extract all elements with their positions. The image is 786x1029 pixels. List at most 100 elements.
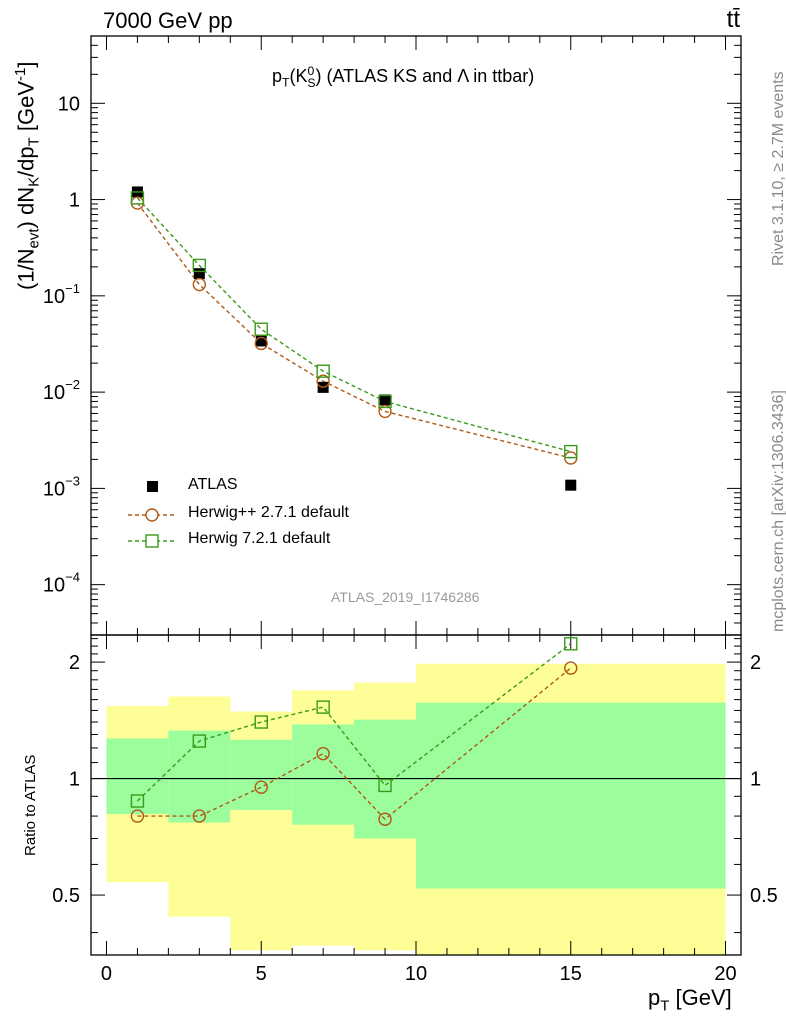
legend-label-herwig7: Herwig 7.2.1 default: [188, 530, 331, 547]
x-axis-label: pT [GeV]: [648, 985, 732, 1014]
ratio-point-open-circle: [564, 661, 578, 675]
legend-label-herwigpp: Herwig++ 2.7.1 default: [188, 504, 349, 521]
ylabel-d: [GeV: [13, 80, 39, 138]
mcplots-label: mcplots.cern.ch [arXiv:1306.3436]: [770, 390, 786, 632]
band-inner-1: [168, 730, 231, 823]
data-markers: [130, 186, 578, 826]
ratio-point-open-square: [316, 700, 330, 714]
ratio-point-open-circle: [254, 780, 268, 794]
analysis-watermark: ATLAS_2019_I1746286: [331, 589, 480, 605]
y-tick-label-main: 10−3: [43, 473, 80, 500]
y-tick-label-ratio-right: 0.5: [750, 885, 778, 907]
x-tick-label: 20: [714, 963, 736, 985]
ylabel-sub-t: T: [25, 137, 43, 147]
main-line-open-square: [136, 197, 571, 453]
band-inner-3: [292, 724, 355, 825]
y-tick-label-ratio-left: 1: [69, 769, 80, 791]
ratio-point-open-circle: [378, 812, 392, 826]
y-tick-label-main: 10−1: [43, 281, 80, 308]
title-p: p: [272, 66, 283, 86]
y-tick-label-ratio-right: 2: [750, 652, 761, 674]
y-tick-label-exp: −4: [65, 570, 80, 585]
main-point-open-circle: [254, 336, 268, 351]
collision-label: 7000 GeV pp: [103, 8, 233, 33]
band-inner-2: [230, 739, 293, 810]
title-sup-0: 0: [307, 64, 315, 78]
main-line-open-circle: [136, 202, 571, 459]
ylabel-sub-k: K: [25, 176, 43, 187]
legend-symbol-herwig7: [128, 534, 176, 548]
main-point-open-circle: [192, 277, 207, 292]
title-k: (K: [289, 66, 308, 86]
main-point-open-circle: [378, 404, 392, 419]
main-point-open-circle: [316, 374, 330, 388]
band-inner-5: [416, 702, 726, 889]
legend-symbol-atlas: [147, 481, 158, 492]
ylabel-sub-evt: evt: [25, 228, 43, 249]
y-tick-label-ratio-left: 2: [69, 652, 80, 674]
main-point-open-square: [564, 444, 578, 459]
y-axis-label-main: (1/Nevt) dNK/dpT [GeV-1]: [12, 62, 43, 290]
y-tick-label-exp: −2: [65, 377, 80, 392]
y-tick-label-ratio-left: 0.5: [52, 885, 80, 907]
ratio-point-open-circle: [316, 746, 330, 761]
xlabel-rest: [GeV]: [669, 985, 732, 1010]
y-tick-label-main: 10: [58, 93, 80, 115]
y-tick-label-base: 10: [43, 575, 65, 597]
main-point-filled-square: [255, 335, 267, 347]
legend-entry-herwig7: Herwig 7.2.1 default: [120, 530, 420, 556]
main-point-filled-square: [379, 394, 391, 406]
main-point-open-square: [378, 394, 392, 409]
main-point-filled-square: [193, 268, 205, 280]
main-point-open-square: [130, 191, 145, 205]
ratio-point-open-square: [254, 715, 268, 729]
x-tick-label: 0: [101, 963, 112, 985]
x-tick-label: 15: [560, 963, 582, 985]
main-point-open-square: [316, 364, 330, 378]
y-tick-label-main: 10−2: [43, 377, 80, 404]
y-tick-label-main: 10−4: [43, 570, 80, 597]
ratio-point-open-square: [192, 734, 207, 748]
ratio-line-open-square: [136, 643, 572, 802]
ylabel-sup: -1: [12, 67, 29, 81]
x-tick-label: 5: [256, 963, 267, 985]
y-tick-label-base: 10: [43, 382, 65, 404]
ylabel-c: /dp: [13, 146, 39, 177]
title-sub-t: T: [282, 75, 290, 90]
ratio-point-open-circle: [130, 809, 145, 823]
ylabel-a: (1/N: [13, 248, 39, 290]
x-tick-label: 10: [405, 963, 427, 985]
ylabel-b: ) dN: [13, 186, 39, 229]
title-rest: ) (ATLAS KS and Λ in ttbar): [315, 66, 535, 86]
title-sub-s: S: [307, 75, 316, 90]
main-point-open-square: [254, 322, 268, 336]
ylabel-e: ]: [13, 61, 39, 68]
xlabel-p: p: [648, 985, 661, 1010]
ratio-line-open-circle: [137, 667, 572, 821]
y-tick-label-base: 10: [43, 286, 65, 308]
y-tick-label-base: 10: [43, 478, 65, 500]
y-tick-label-exp: −3: [65, 473, 80, 488]
y-tick-label-exp: −1: [65, 281, 80, 296]
axis-ticks: [91, 35, 741, 955]
y-axis-label-ratio: Ratio to ATLAS: [22, 754, 39, 856]
ratio-point-open-square: [378, 778, 392, 793]
legend-entry-atlas: ATLAS: [120, 476, 420, 502]
main-point-open-square: [192, 258, 207, 273]
ratio-point-open-square: [130, 794, 145, 808]
legend-label-atlas: ATLAS: [188, 476, 238, 493]
y-tick-label-ratio-right: 1: [750, 769, 761, 791]
xlabel-sub-t: T: [660, 997, 670, 1015]
process-label: tt̄: [726, 6, 740, 33]
ratio-point-open-circle: [192, 809, 207, 823]
plot-title: pT(K0S) (ATLAS KS and Λ in ttbar): [272, 64, 534, 90]
legend-entry-herwigpp: Herwig++ 2.7.1 default: [120, 504, 420, 530]
rivet-version-label: Rivet 3.1.10, ≥ 2.7M events: [770, 71, 786, 266]
ratio-bands: [106, 663, 726, 955]
y-tick-label-main: 1: [69, 190, 80, 212]
ratio-point-open-square: [564, 637, 578, 651]
main-point-filled-square: [565, 479, 577, 491]
series-lines: [136, 197, 572, 821]
